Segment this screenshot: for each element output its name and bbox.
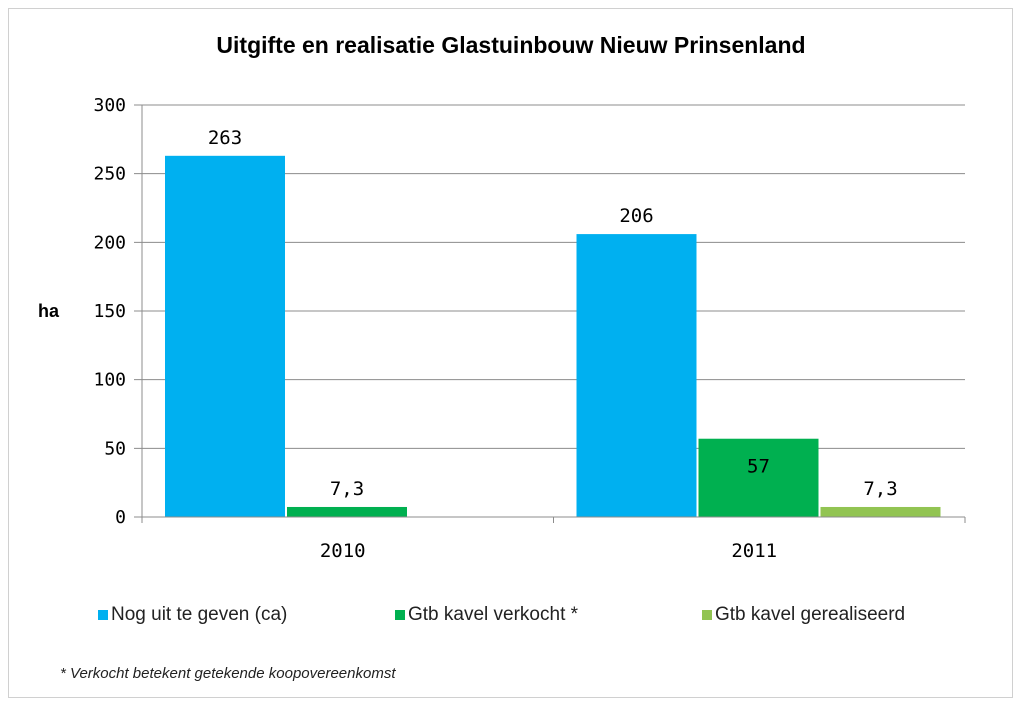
chart-title: Uitgifte en realisatie Glastuinbouw Nieu… [216,32,806,58]
data-label: 7,3 [330,478,364,500]
legend-label: Nog uit te geven (ca) [111,604,288,625]
legend-label: Gtb kavel gerealiseerd [715,604,906,625]
bar [698,438,819,517]
legend-item-nog-uit-te-geven: Nog uit te geven (ca) [98,604,287,626]
bar [165,155,285,517]
legend-item-gtb-kavel-verkocht: Gtb kavel verkocht * [395,604,578,626]
data-label: 7,3 [863,478,897,500]
y-axis-label: ha [38,301,60,321]
y-tick-label: 50 [104,438,126,459]
y-tick-label: 300 [93,95,126,116]
data-label: 263 [208,127,242,149]
data-label: 57 [747,456,770,478]
y-tick-label: 0 [115,507,126,528]
footnote: * Verkocht betekent getekende koopoveree… [60,665,396,682]
bar [287,506,407,517]
legend-swatch [395,610,405,620]
x-tick-label: 2011 [731,540,777,562]
bar [820,506,941,517]
y-tick-label: 150 [93,301,126,322]
y-tick-label: 250 [93,164,126,185]
chart-frame [8,8,1013,698]
legend-label: Gtb kavel verkocht * [408,604,579,625]
legend-item-gtb-kavel-gerealiseerd: Gtb kavel gerealiseerd [702,604,905,626]
y-tick-label: 100 [93,370,126,391]
y-tick-label: 200 [93,232,126,253]
legend-swatch [98,610,108,620]
legend-swatch [702,610,712,620]
x-tick-label: 2010 [320,540,366,562]
bar [576,234,697,518]
data-label: 206 [619,205,653,227]
legend: Nog uit te geven (ca) Gtb kavel verkocht… [0,604,1022,630]
